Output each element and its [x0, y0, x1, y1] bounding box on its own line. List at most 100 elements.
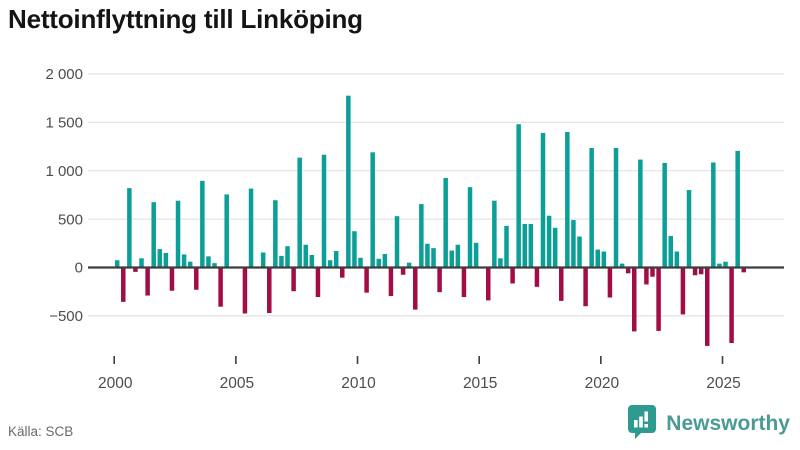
x-axis-tick-label: 2010	[341, 375, 376, 392]
bar-positive	[546, 215, 552, 268]
bar-positive	[376, 258, 382, 268]
source-label: Källa: SCB	[8, 424, 74, 439]
bar-positive	[327, 260, 333, 268]
chart-title: Nettoinflyttning till Linköping	[8, 4, 363, 34]
bar-negative	[650, 267, 655, 277]
bar-positive	[151, 202, 156, 268]
x-axis-tick-label: 2000	[98, 375, 133, 392]
bar-positive	[498, 258, 503, 268]
bar-negative	[388, 267, 394, 297]
bar-negative	[437, 267, 442, 293]
bar-positive	[662, 162, 667, 268]
bar-positive	[711, 162, 716, 268]
bar-positive	[419, 204, 424, 268]
bar-negative	[656, 267, 661, 331]
bar-negative	[413, 267, 418, 310]
bar-positive	[516, 124, 521, 268]
bar-positive	[285, 246, 290, 268]
y-axis-tick-label: 1 000	[45, 163, 83, 180]
bar-positive	[717, 263, 722, 268]
bar-positive	[127, 188, 132, 268]
bar-positive	[370, 152, 375, 268]
bar-positive	[175, 200, 181, 268]
bar-positive	[595, 249, 601, 268]
bar-positive	[504, 225, 509, 268]
y-axis-tick-label: −500	[49, 308, 83, 325]
bar-positive	[157, 249, 163, 268]
bar-positive	[425, 243, 430, 268]
bar-positive	[394, 216, 400, 268]
bar-negative	[133, 267, 138, 272]
bar-positive	[309, 254, 315, 268]
bar-negative	[644, 267, 649, 285]
bar-positive	[613, 147, 619, 268]
bar-positive	[382, 253, 388, 268]
bar-positive	[260, 252, 266, 268]
bar-negative	[218, 267, 223, 307]
bar-positive	[723, 261, 728, 268]
newsworthy-brand[interactable]: Newsworthy	[627, 404, 790, 444]
bar-positive	[431, 248, 436, 268]
bar-negative	[121, 267, 126, 302]
bar-positive	[638, 159, 643, 268]
bar-negative	[705, 267, 710, 346]
bar-negative	[583, 267, 588, 307]
newsworthy-logo-icon	[627, 404, 658, 444]
bar-positive	[571, 220, 576, 268]
bar-positive	[206, 256, 211, 268]
bar-positive	[273, 200, 278, 268]
bar-negative	[400, 267, 406, 275]
bar-positive	[358, 257, 363, 268]
bar-negative	[267, 267, 272, 313]
bar-positive	[163, 252, 169, 268]
bar-positive	[443, 177, 448, 268]
bar-positive	[248, 188, 254, 268]
bar-positive	[200, 180, 205, 268]
bar-negative	[729, 267, 734, 343]
bar-negative	[169, 267, 175, 291]
bar-positive	[455, 244, 461, 268]
bar-positive	[522, 223, 528, 268]
bar-positive	[212, 263, 217, 268]
bar-negative	[291, 267, 296, 292]
bar-positive	[601, 251, 607, 268]
bar-positive	[589, 147, 594, 268]
bar-positive	[187, 261, 193, 268]
bar-positive	[540, 132, 546, 268]
bar-positive	[668, 236, 673, 268]
bar-positive	[686, 190, 692, 268]
x-axis-tick-label: 2020	[585, 375, 620, 392]
bar-positive	[577, 236, 582, 268]
bar-positive	[552, 227, 558, 268]
bar-positive	[333, 251, 339, 268]
bar-negative	[741, 267, 746, 273]
bar-negative	[680, 267, 686, 315]
bar-positive	[528, 223, 534, 268]
bar-negative	[559, 267, 564, 301]
bar-positive	[297, 157, 302, 268]
chart-area: 2 000 1 500 1 000 500 0 −500 2000 2005 2010 2015 2…	[45, 66, 784, 392]
bar-negative	[534, 267, 540, 287]
y-axis-tick-label: 2 000	[45, 66, 83, 83]
bar-positive	[352, 231, 357, 268]
bar-positive	[346, 95, 351, 268]
bar-positive	[735, 150, 740, 268]
footer: Källa: SCB Newsworthy	[0, 404, 800, 450]
x-axis-tick-label: 2005	[220, 375, 254, 392]
y-axis-tick-label: 1 500	[45, 115, 83, 132]
bar-positive	[473, 242, 479, 268]
bar-positive	[114, 260, 120, 268]
x-axis-tick-label: 2015	[463, 375, 497, 392]
bar-negative	[698, 267, 704, 275]
bar-negative	[364, 267, 369, 293]
y-axis-tick-label: 0	[75, 260, 83, 277]
bar-positive	[279, 255, 284, 268]
x-axis-tick-label: 2025	[706, 375, 740, 392]
bar-negative	[486, 267, 491, 301]
bar-negative	[461, 267, 467, 298]
bar-negative	[692, 267, 698, 276]
bar-negative	[340, 267, 345, 278]
bar-positive	[492, 200, 497, 268]
bar-positive	[674, 251, 680, 268]
